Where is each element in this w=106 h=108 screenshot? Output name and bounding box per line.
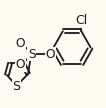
Text: O: O [16, 37, 25, 50]
Text: O: O [46, 48, 55, 60]
Text: S: S [28, 48, 36, 60]
Text: S: S [12, 80, 20, 93]
Text: Cl: Cl [75, 14, 87, 27]
Text: O: O [16, 58, 25, 71]
